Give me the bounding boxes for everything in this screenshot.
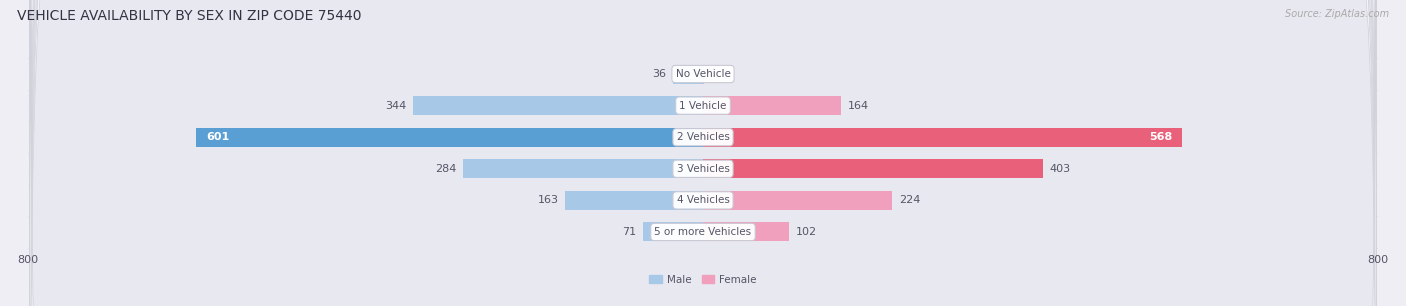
Text: VEHICLE AVAILABILITY BY SEX IN ZIP CODE 75440: VEHICLE AVAILABILITY BY SEX IN ZIP CODE … [17,9,361,23]
Text: 164: 164 [848,101,869,111]
Text: 5 or more Vehicles: 5 or more Vehicles [654,227,752,237]
Bar [672,65,703,84]
Text: 284: 284 [436,164,457,174]
Text: 224: 224 [898,195,920,205]
Bar [703,96,841,115]
FancyBboxPatch shape [30,0,1376,306]
Text: 1 Vehicle: 1 Vehicle [679,101,727,111]
Text: 1: 1 [710,69,717,79]
Text: No Vehicle: No Vehicle [675,69,731,79]
Text: 163: 163 [537,195,558,205]
Bar [703,159,1043,178]
Bar [195,128,703,147]
Text: 3 Vehicles: 3 Vehicles [676,164,730,174]
FancyBboxPatch shape [30,0,1376,306]
Legend: Male, Female: Male, Female [645,271,761,289]
Text: 102: 102 [796,227,817,237]
Text: 4 Vehicles: 4 Vehicles [676,195,730,205]
Bar [703,128,1182,147]
Text: 344: 344 [385,101,406,111]
FancyBboxPatch shape [30,0,1376,306]
Bar [703,191,891,210]
Bar [643,222,703,241]
Bar [464,159,703,178]
FancyBboxPatch shape [30,0,1376,306]
Bar [703,222,789,241]
Text: 601: 601 [207,132,229,142]
Bar [413,96,703,115]
Text: 36: 36 [652,69,666,79]
FancyBboxPatch shape [30,0,1376,306]
Text: 568: 568 [1149,132,1173,142]
Text: 403: 403 [1050,164,1071,174]
Text: Source: ZipAtlas.com: Source: ZipAtlas.com [1285,9,1389,19]
FancyBboxPatch shape [30,0,1376,306]
Text: 71: 71 [623,227,637,237]
Text: 2 Vehicles: 2 Vehicles [676,132,730,142]
Bar [565,191,703,210]
